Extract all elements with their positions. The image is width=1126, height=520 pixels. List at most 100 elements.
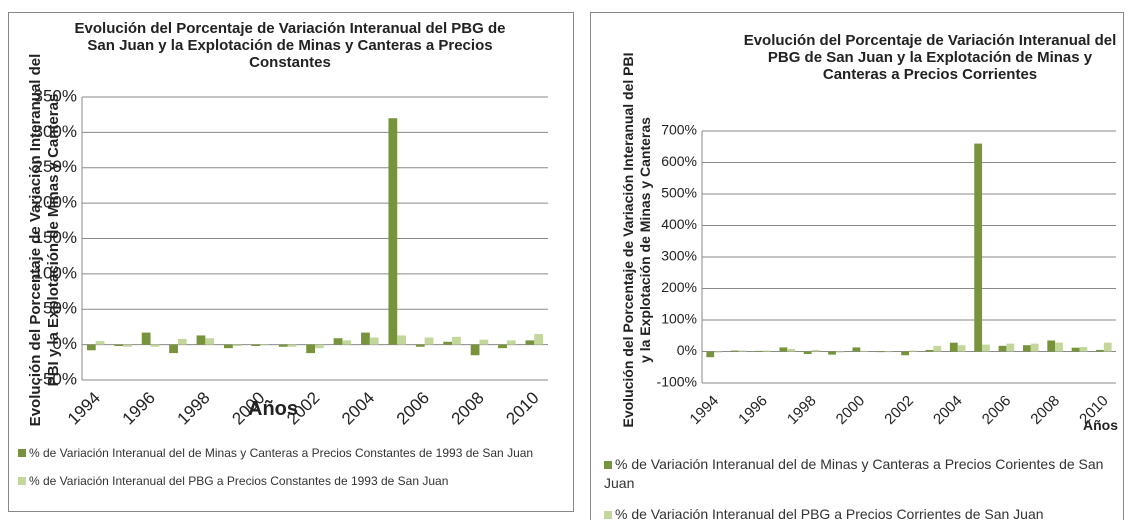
y-tick-label: 200% <box>661 279 697 295</box>
bar <box>342 340 352 345</box>
bar <box>287 344 297 347</box>
legend: % de Variación Interanual del de Minas y… <box>18 445 558 501</box>
bar <box>901 351 909 356</box>
bar <box>860 350 869 352</box>
bar <box>479 339 489 345</box>
chart-title: Evolución del Porcentaje de Variación In… <box>74 20 506 71</box>
bar <box>443 341 453 345</box>
bar <box>86 344 96 351</box>
bar <box>196 335 206 345</box>
bar <box>315 344 324 349</box>
bar <box>803 351 812 355</box>
legend-label: % de Variación Interanual del de Minas y… <box>29 446 534 460</box>
bar <box>205 338 215 345</box>
bar <box>150 344 160 347</box>
bar <box>933 345 942 352</box>
legend-swatch <box>604 510 612 519</box>
y-tick-label: 200% <box>34 193 77 212</box>
chart-title: Evolución del Porcentaje de Variación In… <box>743 32 1117 83</box>
bar <box>369 337 379 345</box>
bar <box>835 351 844 353</box>
y-tick-label: -100% <box>657 374 697 390</box>
legend: % de Variación Interanual del de Minas y… <box>604 455 1104 520</box>
x-tick-label: 1994 <box>687 392 723 428</box>
legend-entry: % de Variación Interanual del PBG a Prec… <box>604 505 1104 520</box>
legend-label: % de Variación Interanual del PBG a Prec… <box>29 474 449 489</box>
x-tick-label: 2002 <box>881 392 917 428</box>
legend-swatch <box>604 461 612 469</box>
bar <box>1030 343 1039 352</box>
bar <box>388 118 398 345</box>
legend-swatch <box>18 477 26 486</box>
bar <box>909 350 917 352</box>
y-tick-label: 400% <box>661 216 697 232</box>
bar <box>884 351 893 353</box>
bar <box>787 348 796 352</box>
bar <box>1022 345 1031 352</box>
chart-frame <box>590 12 1124 520</box>
legend-entry: % de Variación Interanual del de Minas y… <box>18 445 558 461</box>
bar <box>1103 342 1112 352</box>
x-axis-title: Años <box>248 398 298 420</box>
bar <box>1071 347 1080 352</box>
bar <box>251 344 261 347</box>
x-tick-label: 2008 <box>1027 392 1063 428</box>
y-tick-label: 300% <box>34 122 77 141</box>
bar <box>333 338 343 345</box>
bar <box>141 332 151 345</box>
y-tick-label: 50% <box>43 299 77 318</box>
bar <box>1096 349 1104 352</box>
legend-entry: % de Variación Interanual del de Minas y… <box>604 455 1104 493</box>
bar <box>306 344 315 354</box>
bar <box>470 344 480 356</box>
y-tick-label: 0% <box>677 342 697 358</box>
bar <box>260 344 269 346</box>
bar <box>452 336 461 345</box>
bar <box>95 341 105 345</box>
y-tick-label: 600% <box>661 153 697 169</box>
y-tick-label: 250% <box>34 157 77 176</box>
bar <box>1047 340 1056 352</box>
bar <box>534 334 544 345</box>
y-tick-label: 300% <box>661 248 697 264</box>
bar <box>811 349 820 352</box>
bar <box>1079 347 1088 352</box>
bar <box>278 344 288 347</box>
bar <box>361 332 370 345</box>
bar <box>232 344 242 347</box>
x-tick-label: 2010 <box>1076 392 1112 428</box>
bar <box>852 347 861 352</box>
bar <box>123 344 132 347</box>
bar <box>506 340 516 345</box>
y-tick-label: 100% <box>661 311 697 327</box>
bar <box>876 351 885 353</box>
bar <box>714 351 722 353</box>
bar <box>828 351 836 355</box>
bar <box>982 344 990 352</box>
bar <box>177 338 187 345</box>
bar <box>974 143 983 352</box>
x-tick-label: 1996 <box>735 392 771 428</box>
bar <box>114 344 124 347</box>
x-axis-title: Años <box>1083 417 1118 433</box>
y-tick-label: 500% <box>661 185 697 201</box>
bar <box>738 350 747 352</box>
x-tick-label: 2006 <box>979 392 1015 428</box>
x-tick-label: 2000 <box>833 392 869 428</box>
chart-frame <box>8 12 574 512</box>
bar <box>415 344 425 347</box>
bar <box>397 335 407 345</box>
y-tick-label: 700% <box>661 122 697 138</box>
bar <box>424 337 434 345</box>
bar <box>525 340 535 345</box>
legend-label: % de Variación Interanual del de Minas y… <box>604 456 1104 491</box>
bar <box>957 345 966 352</box>
bar <box>1055 342 1063 352</box>
bar <box>762 350 771 352</box>
bar <box>169 344 178 354</box>
bar <box>925 349 934 352</box>
y-tick-label: -50% <box>37 369 77 388</box>
bar <box>498 344 507 349</box>
